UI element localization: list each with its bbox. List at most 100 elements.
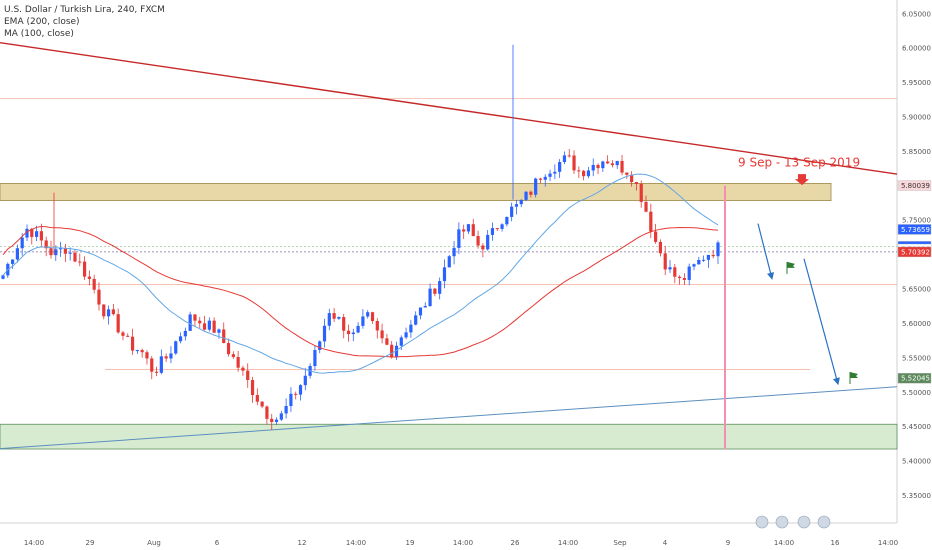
candle-up bbox=[514, 204, 519, 207]
candle-up bbox=[519, 199, 523, 205]
descending-trendline bbox=[0, 41, 898, 175]
ma-100-line bbox=[2, 173, 719, 374]
candle-up bbox=[274, 419, 279, 423]
candle-down bbox=[529, 191, 533, 195]
candle-down bbox=[375, 321, 379, 331]
candle-up bbox=[284, 405, 288, 414]
candle-down bbox=[49, 248, 53, 256]
candle-down bbox=[673, 267, 677, 277]
candle-down bbox=[39, 231, 43, 241]
candle-down bbox=[649, 211, 653, 232]
candle-down bbox=[150, 358, 154, 372]
candle-up bbox=[394, 345, 399, 358]
candle-down bbox=[606, 161, 610, 164]
candle-up bbox=[490, 228, 495, 235]
candle-down bbox=[164, 356, 168, 359]
price-tick-label: 5.85000 bbox=[902, 148, 931, 156]
candle-up bbox=[524, 191, 528, 200]
candle-up bbox=[562, 155, 567, 163]
candle-up bbox=[505, 216, 509, 225]
time-tick-label: Aug bbox=[147, 539, 161, 547]
candle-up bbox=[298, 385, 303, 395]
candle-up bbox=[601, 161, 605, 169]
flag-cloth bbox=[787, 261, 795, 268]
candle-down bbox=[78, 261, 82, 263]
candle-down bbox=[634, 182, 639, 185]
candle-down bbox=[212, 320, 216, 333]
economic-event-icon bbox=[755, 515, 769, 529]
candle-down bbox=[577, 170, 581, 172]
projection-arrow-2 bbox=[803, 258, 840, 386]
time-tick-label: 6 bbox=[215, 539, 220, 547]
supply-zone bbox=[0, 182, 832, 201]
economic-event-icon bbox=[775, 515, 789, 529]
price-tick-label: 6.00000 bbox=[902, 45, 931, 53]
time-tick-label: 29 bbox=[86, 539, 95, 547]
candle-down bbox=[145, 352, 149, 359]
price-tick-label: 5.45000 bbox=[902, 423, 931, 431]
candle-up bbox=[279, 413, 283, 420]
candle-up bbox=[457, 229, 461, 248]
target-flag-1-icon bbox=[786, 261, 795, 274]
time-tick-label: 26 bbox=[511, 539, 520, 547]
candle-up bbox=[207, 320, 211, 330]
candle-down bbox=[121, 332, 125, 336]
candle-up bbox=[106, 309, 111, 317]
time-tick-label: 14:00 bbox=[774, 539, 794, 547]
candle-down bbox=[620, 160, 624, 173]
candle-down bbox=[193, 314, 197, 321]
candle-up bbox=[428, 288, 432, 307]
price-tick-label: 5.90000 bbox=[902, 113, 931, 121]
candle-down bbox=[471, 224, 475, 237]
candle-up bbox=[615, 160, 619, 166]
candle-up bbox=[20, 237, 24, 249]
candle-down bbox=[380, 330, 384, 339]
target-flag-2-icon bbox=[849, 371, 858, 384]
candle-up bbox=[399, 337, 403, 346]
ascending-trendline bbox=[0, 386, 898, 450]
time-tick-label: 9 bbox=[726, 539, 730, 547]
candle-up bbox=[337, 317, 341, 319]
candle-up bbox=[178, 336, 183, 342]
price-tick-label: 5.60000 bbox=[902, 320, 931, 328]
candle-down bbox=[332, 313, 336, 319]
candle-up bbox=[174, 341, 178, 354]
candle-up bbox=[303, 375, 307, 386]
candle-up bbox=[687, 266, 691, 280]
time-tick-label: 14:00 bbox=[878, 539, 898, 547]
candle-up bbox=[692, 264, 696, 267]
candle-up bbox=[706, 254, 711, 260]
price-tag bbox=[897, 246, 932, 258]
candle-up bbox=[534, 178, 538, 195]
flag-cloth bbox=[850, 371, 858, 378]
candle-down bbox=[92, 278, 96, 290]
candle-up bbox=[486, 234, 490, 250]
candle-up bbox=[361, 316, 365, 326]
candle-up bbox=[553, 171, 557, 174]
candle-up bbox=[58, 248, 63, 250]
candle-down bbox=[370, 312, 375, 322]
time-tick-label: 4 bbox=[663, 539, 668, 547]
candle-down bbox=[44, 240, 48, 249]
price-axis-panel bbox=[897, 0, 932, 550]
candle-down bbox=[495, 228, 499, 230]
candle-up bbox=[135, 350, 139, 352]
candle-up bbox=[25, 228, 29, 238]
candle-down bbox=[87, 276, 91, 279]
candle-up bbox=[366, 312, 370, 317]
candle-up bbox=[500, 224, 504, 229]
candle-down bbox=[102, 304, 106, 317]
candle-down bbox=[116, 314, 120, 333]
price-tick-label: 5.50000 bbox=[902, 389, 931, 397]
candle-down bbox=[346, 330, 351, 335]
candle-down bbox=[140, 350, 144, 353]
candle-up bbox=[356, 325, 360, 333]
candle-up bbox=[452, 247, 456, 257]
time-tick-label: 14:00 bbox=[453, 539, 473, 547]
candle-up bbox=[447, 256, 451, 268]
candle-up bbox=[183, 330, 187, 337]
candle-down bbox=[610, 163, 615, 166]
demand-zone bbox=[0, 423, 898, 450]
candle-down bbox=[678, 276, 682, 279]
